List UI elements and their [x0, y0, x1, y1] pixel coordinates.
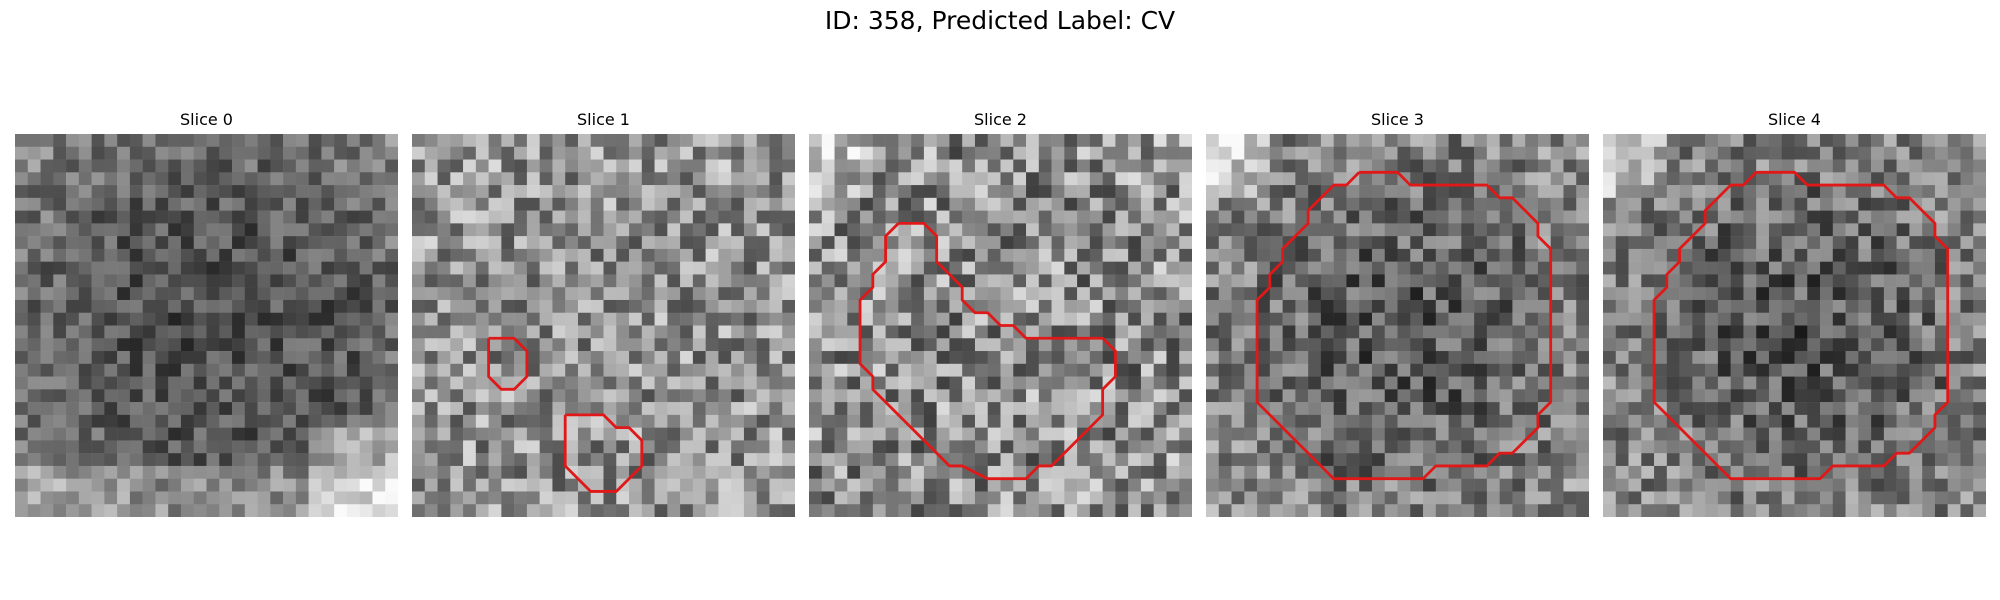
- slice-2-title: Slice 2: [974, 110, 1027, 129]
- slice-1-title: Slice 1: [577, 110, 630, 129]
- slice-0-title: Slice 0: [180, 110, 233, 129]
- slice-3-image: [1206, 134, 1589, 517]
- slice-0-image: [15, 134, 398, 517]
- slice-4-svg: [1603, 134, 1986, 517]
- figure-title: ID: 358, Predicted Label: CV: [824, 6, 1176, 35]
- slice-2-image: [809, 134, 1192, 517]
- slice-1-contour-0: [487, 336, 529, 391]
- slice-1-contour-1: [563, 413, 644, 493]
- slice-4-image: [1603, 134, 1986, 517]
- slice-3-contour-0: [1255, 170, 1553, 481]
- slice-4-title: Slice 4: [1768, 110, 1821, 129]
- slice-3-svg: [1206, 134, 1589, 517]
- slice-0-svg: [15, 134, 398, 517]
- slice-1-image: [412, 134, 795, 517]
- slice-2-contour-0: [858, 221, 1117, 481]
- slice-4-contour-0: [1652, 170, 1950, 481]
- slice-3-title: Slice 3: [1371, 110, 1424, 129]
- slice-2-svg: [809, 134, 1192, 517]
- slice-1-svg: [412, 134, 795, 517]
